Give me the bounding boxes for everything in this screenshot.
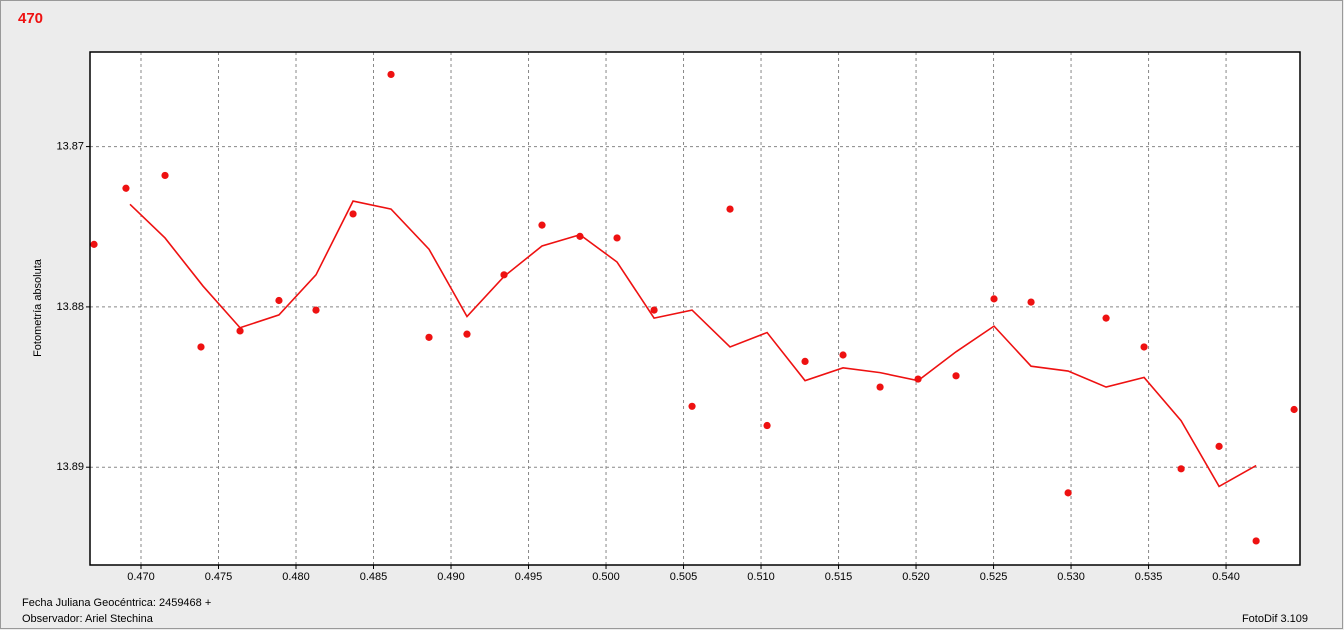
data-point bbox=[839, 351, 847, 359]
x-tick-label: 0.490 bbox=[437, 571, 465, 583]
data-point bbox=[387, 70, 395, 79]
grid bbox=[86, 52, 1300, 569]
y-tick-label: 13.87 bbox=[56, 140, 84, 152]
data-point bbox=[1252, 537, 1260, 545]
data-point bbox=[1102, 314, 1110, 322]
x-tick-label: 0.470 bbox=[127, 571, 155, 583]
data-point bbox=[952, 372, 960, 380]
data-point bbox=[463, 330, 471, 338]
data-point bbox=[1290, 405, 1298, 414]
data-point bbox=[1064, 489, 1072, 497]
data-point bbox=[275, 296, 283, 305]
x-tick-label: 0.495 bbox=[515, 571, 543, 583]
data-point bbox=[763, 421, 771, 430]
data-line bbox=[129, 200, 1257, 488]
data-point bbox=[90, 240, 98, 248]
data-point bbox=[349, 210, 357, 218]
x-tick-label: 0.500 bbox=[592, 571, 620, 583]
data-point bbox=[726, 205, 734, 213]
data-point bbox=[801, 357, 809, 366]
plot-area bbox=[90, 52, 1300, 565]
data-point bbox=[500, 271, 508, 279]
y-axis-label: Fotometría absoluta bbox=[32, 258, 44, 357]
data-point bbox=[236, 327, 244, 335]
x-tick-label: 0.540 bbox=[1212, 571, 1240, 583]
data-point bbox=[990, 295, 998, 303]
x-tick-label: 0.505 bbox=[670, 571, 698, 583]
data-point bbox=[122, 184, 130, 192]
x-tick-label: 0.530 bbox=[1057, 571, 1085, 583]
data-point bbox=[613, 234, 621, 242]
data-point bbox=[161, 171, 169, 180]
x-tick-label: 0.515 bbox=[825, 571, 853, 583]
y-tick-label: 13.89 bbox=[56, 461, 84, 473]
data-point bbox=[425, 333, 433, 341]
footer-text: FotoDif 3.109 bbox=[1242, 613, 1308, 625]
data-point bbox=[1215, 442, 1223, 450]
data-point bbox=[197, 343, 205, 351]
data-point bbox=[876, 383, 884, 391]
x-tick-label: 0.485 bbox=[360, 571, 388, 583]
y-tick-label: 13.88 bbox=[56, 301, 84, 313]
data-point bbox=[538, 221, 546, 229]
footer-text: Observador: Ariel Stechina bbox=[22, 613, 154, 625]
data-point bbox=[650, 306, 658, 314]
data-point bbox=[688, 402, 696, 410]
marks bbox=[90, 70, 1298, 545]
x-tick-label: 0.510 bbox=[747, 571, 775, 583]
footer-text: Fecha Juliana Geocéntrica: 2459468 + bbox=[22, 597, 211, 609]
x-tick-label: 0.525 bbox=[980, 571, 1008, 583]
x-tick-label: 0.475 bbox=[205, 571, 233, 583]
x-tick-label: 0.480 bbox=[282, 571, 310, 583]
data-point bbox=[1177, 465, 1185, 473]
data-point bbox=[312, 306, 320, 314]
plot-border bbox=[89, 51, 1301, 566]
x-tick-label: 0.535 bbox=[1135, 571, 1163, 583]
x-tick-label: 0.520 bbox=[902, 571, 930, 583]
data-point bbox=[1140, 343, 1148, 351]
chart-title: 470 bbox=[18, 10, 43, 27]
data-point bbox=[1027, 298, 1035, 306]
